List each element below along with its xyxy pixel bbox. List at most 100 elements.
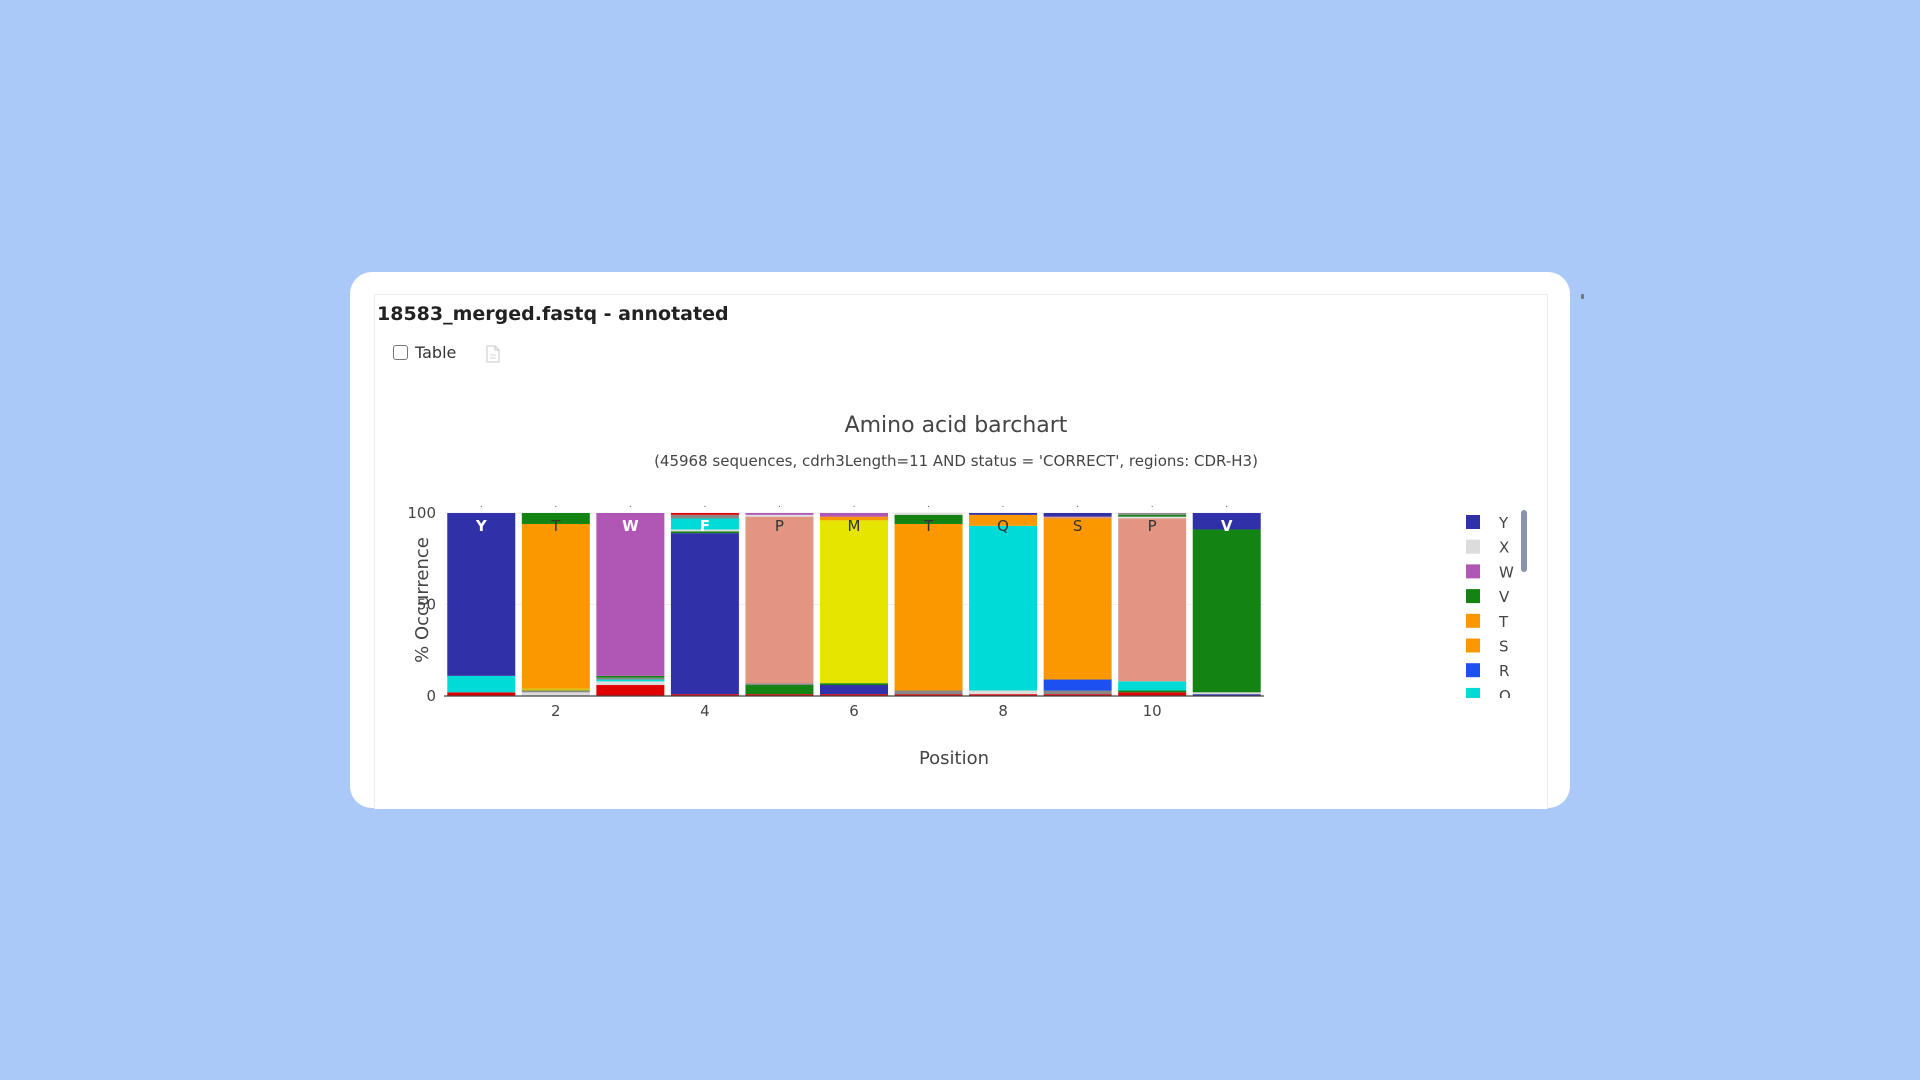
legend-label-R[interactable]: R [1499,662,1509,680]
legend-label-V[interactable]: V [1499,588,1510,606]
bar-segment-L [745,685,814,695]
legend-swatch-R[interactable] [1466,663,1480,678]
bar-segment-Y [1043,513,1112,517]
bar-segment-A [670,529,739,532]
bar-segment-T [820,516,888,521]
axes: 0 50 100 2 4 6 8 10 [407,504,1264,720]
x-tick-label: 8 [998,702,1008,720]
bar-segment-N [447,675,516,693]
bar-segment-D [820,694,888,696]
amino-acid-chart: Amino acid barchart (45968 sequences, cd… [407,413,1527,769]
bar-label: T [923,517,934,535]
bar-segment-S [521,688,590,691]
x-tick-label: 6 [849,702,859,720]
bar-segment-D [670,694,739,696]
bar-segment-P [745,516,814,684]
bar-label: V [1221,517,1233,535]
legend-swatch-Y[interactable] [1466,515,1480,529]
bar-label: Q [997,517,1009,535]
bar-segment-L [670,531,739,534]
bar-top-marker: . [1002,500,1005,510]
bar-label: M [848,517,861,535]
bar-segment-L [1118,690,1187,693]
bar-top-marker: . [480,500,483,510]
legend-label-X[interactable]: X [1499,539,1509,557]
y-tick-label: 50 [417,596,436,614]
y-axis-label: % Occurrence [412,537,433,663]
legend-swatch-S[interactable] [1466,638,1480,653]
panel-title: 18583_merged.fastq - annotated [377,303,729,325]
bar-label: P [775,517,784,535]
legend-label-Y[interactable]: Y [1498,514,1509,532]
legend-swatch-Q[interactable] [1466,687,1480,702]
bar-segment-D [894,694,963,696]
bar-segment-A [1192,692,1261,695]
bar-top-marker: . [1225,500,1228,510]
bar-segment-P [1118,518,1187,682]
x-tick-label: 2 [551,702,561,720]
bar-segment-A [521,692,590,696]
legend-swatch-V[interactable] [1466,589,1480,604]
bar-segment-Y [1192,694,1261,696]
bars: . Y. T. W. F. P. M. T. Q. S. P. V [447,500,1261,696]
bar-segment-T [521,523,590,689]
bar-top-marker: . [853,500,856,510]
bar-segment-E [670,513,739,515]
bar-segment-A [969,690,1038,695]
legend-label-Q[interactable]: Q [1499,687,1511,705]
bar-top-marker: . [629,500,632,510]
bar-segment-V [894,514,963,524]
bar-segment-A [894,513,963,515]
legend-label-T[interactable]: T [1498,613,1509,631]
bar-segment-V [1118,514,1187,517]
legend-label-S[interactable]: S [1499,638,1509,656]
bar-segment-Y [969,513,1038,515]
table-toggle[interactable]: Table [393,343,456,362]
bar-segment-L [596,675,665,678]
bar-segment-G [670,514,739,519]
bar-segment-F [670,533,739,695]
bar-segment-T [969,514,1038,526]
legend-swatch-T[interactable] [1466,613,1480,628]
bar-segment-G [894,690,963,695]
bar-label: W [622,517,639,535]
legend-swatch-W[interactable] [1466,564,1480,579]
legend-swatch-X[interactable] [1466,539,1480,554]
bar-segment-N [596,679,665,682]
legend-scrollbar[interactable] [1521,510,1527,572]
export-icon[interactable] [485,345,501,363]
bar-segment-F [1192,513,1261,530]
bar-segment-D [596,685,665,696]
bar-label: T [550,517,561,535]
bar-segment-T [1043,516,1112,519]
bar-segment-V [1192,529,1261,693]
chart-title: Amino acid barchart [845,413,1068,438]
bar-segment-T [894,523,963,691]
bar-segment-V [521,513,590,524]
y-tick-label: 0 [426,687,436,705]
x-tick-label: 10 [1143,702,1162,720]
bar-segment-W [596,513,665,676]
bar-segment-R [1043,679,1112,691]
bar-segment-D [447,692,516,696]
y-tick-label: 100 [407,504,436,522]
chart-card: 18583_merged.fastq - annotated Table Ami… [350,272,1584,809]
bar-label: F [700,517,710,535]
bar-segment-Y [447,513,516,676]
bar-top-marker: . [927,500,930,510]
bar-segment-Q [969,525,1038,691]
table-checkbox[interactable] [393,345,408,360]
bar-label: Y [475,517,488,535]
bar-top-marker: . [703,500,706,510]
bar-segment-G [521,690,590,693]
legend-label-W[interactable]: W [1499,563,1514,581]
bar-segment-F [820,685,888,695]
menu-handle-icon[interactable] [1581,294,1584,299]
chart-subtitle: (45968 sequences, cdrh3Length=11 AND sta… [654,452,1258,470]
bar-segment-S [1043,518,1112,680]
bar-segment-D [969,694,1038,696]
bar-top-marker: . [1151,500,1154,510]
bar-segment-M [820,520,888,684]
bar-segment-N [670,518,739,530]
